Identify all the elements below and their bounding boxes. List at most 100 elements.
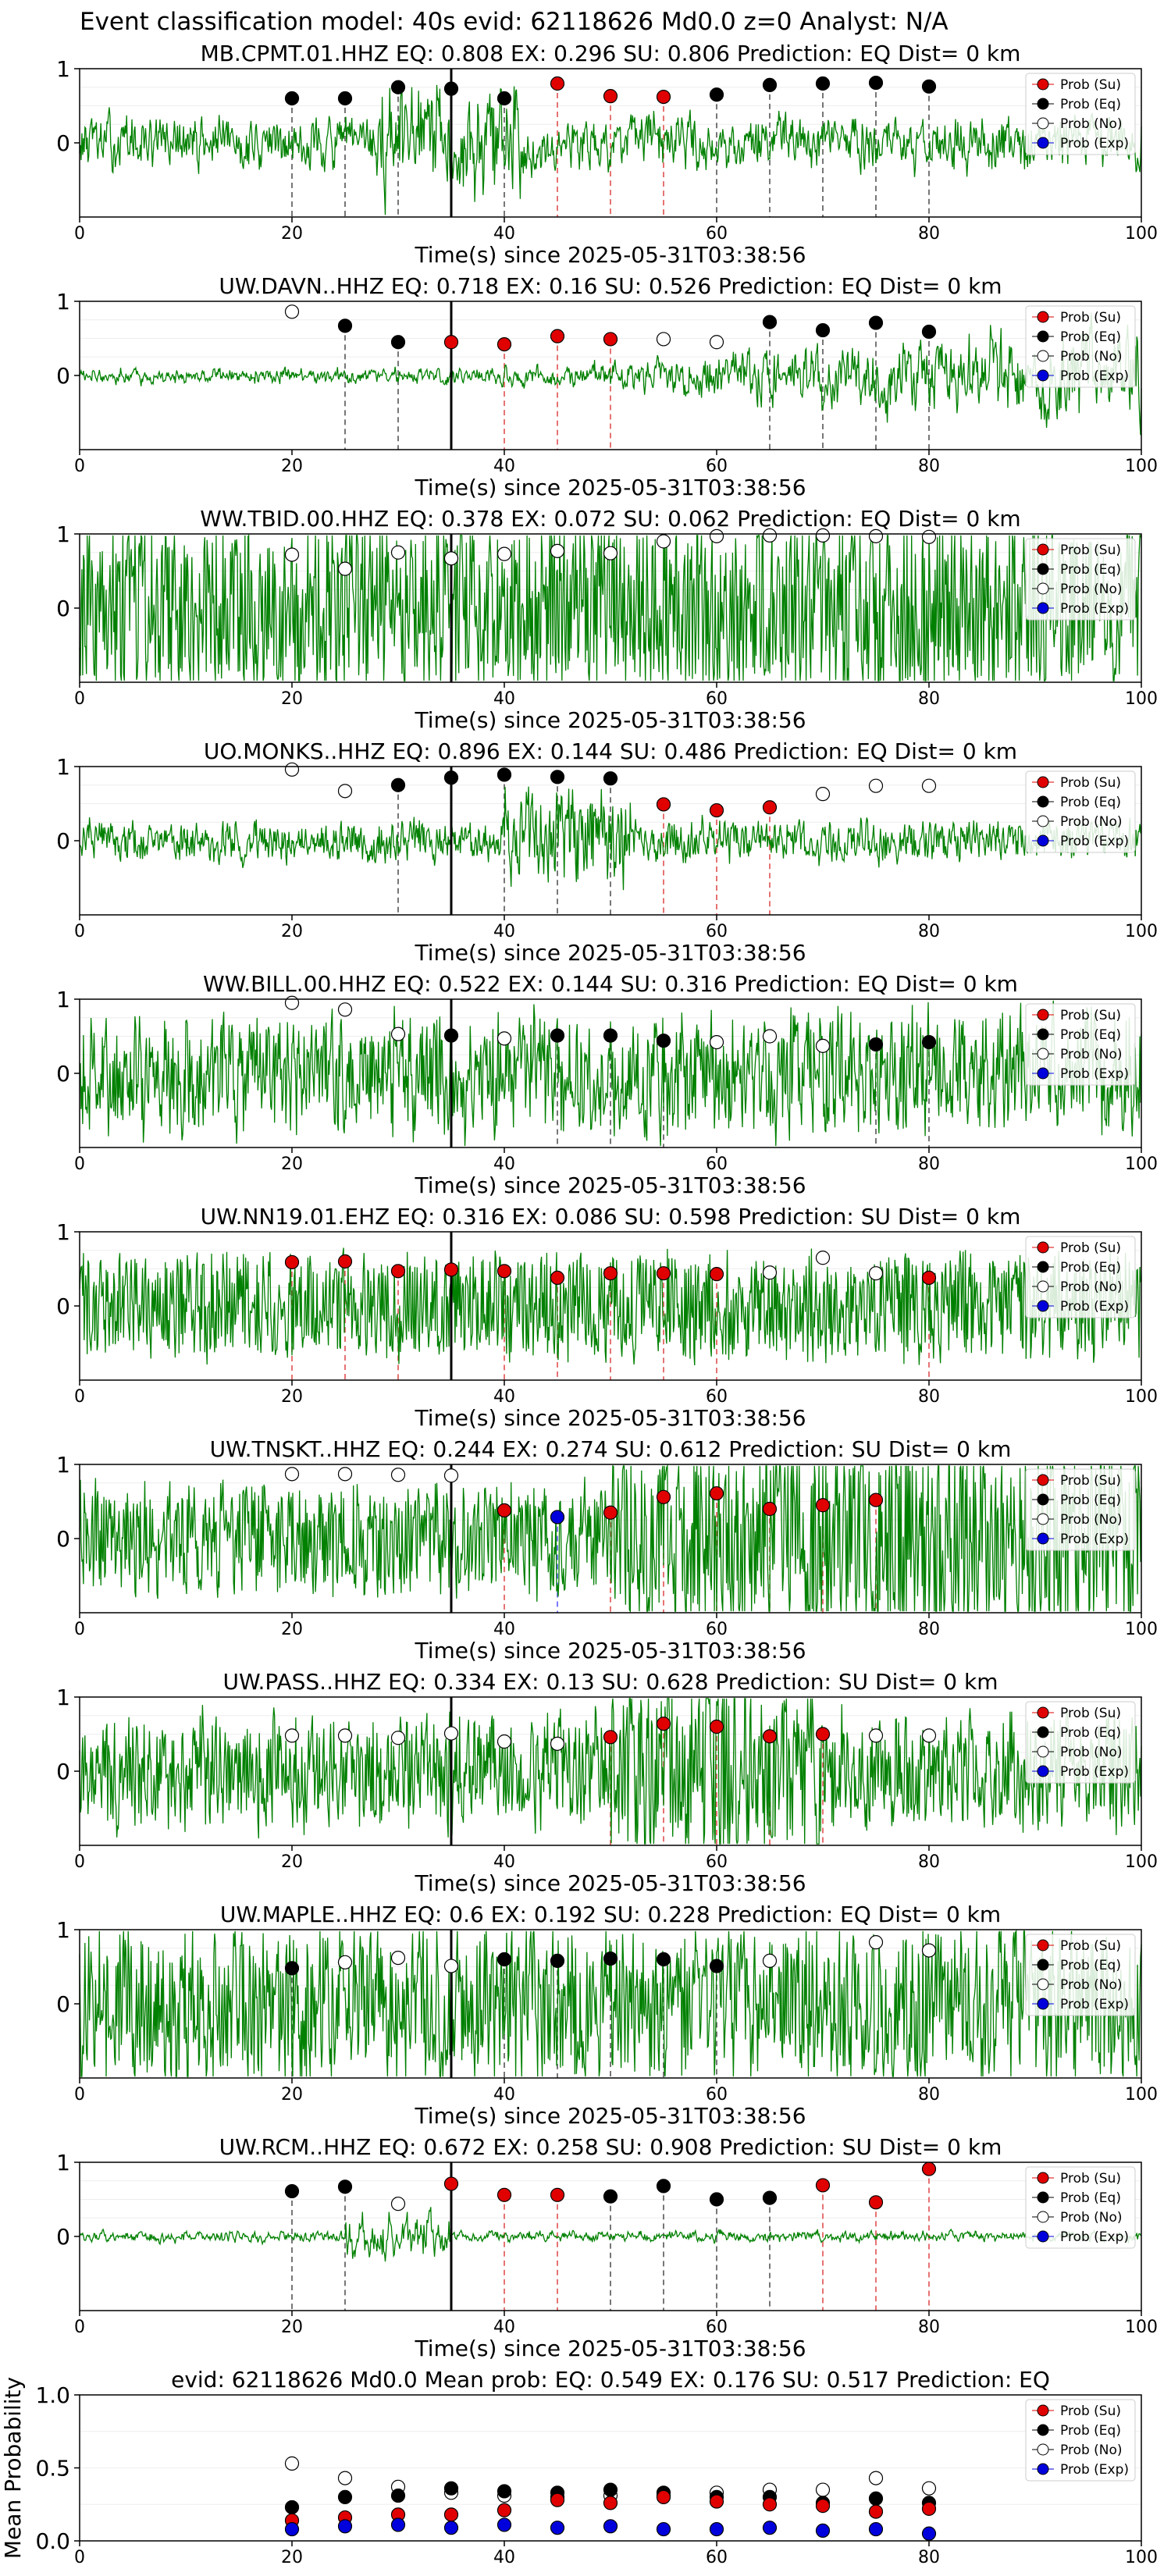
prob-marker-no: [443, 1959, 459, 1973]
x-axis-label: Time(s) since 2025-05-31T03:38:56: [414, 1405, 806, 1431]
legend-marker-exp: [1037, 1300, 1049, 1312]
prob-marker-su: [497, 337, 512, 352]
prob-marker-no: [390, 1468, 406, 1482]
legend-marker-exp: [1037, 1998, 1049, 2010]
legend-marker-su: [1037, 1009, 1049, 1021]
legend-marker-exp: [1037, 1765, 1049, 1777]
panel-8: UW.MAPLE..HHZ EQ: 0.6 EX: 0.192 SU: 0.22…: [56, 1902, 1158, 2129]
y-tick-label: 0: [56, 1526, 70, 1552]
prob-marker-eq: [390, 80, 406, 94]
x-tick-label: 40: [493, 1155, 515, 1174]
legend-marker-su: [1037, 1474, 1049, 1486]
prob-marker-su: [709, 802, 724, 818]
y-tick-label: 0: [56, 1061, 70, 1087]
prob-marker-no: [284, 547, 300, 562]
legend-marker-su: [1037, 78, 1049, 91]
legend-label-eq: Prob (Eq): [1060, 1260, 1121, 1276]
x-tick-label: 60: [706, 1852, 728, 1872]
prob-marker-eq: [603, 1951, 618, 1966]
prob-marker-eq: [497, 1952, 512, 1967]
prob-marker-su: [603, 89, 618, 104]
prob-marker-eq: [603, 771, 618, 786]
prob-marker-no: [815, 787, 831, 802]
prob-marker-su: [337, 1254, 353, 1269]
prob-marker-eq: [921, 79, 937, 94]
x-tick-label: 80: [918, 1155, 940, 1174]
legend-marker-exp: [1037, 1532, 1049, 1545]
x-tick-label: 20: [281, 689, 303, 709]
prob-marker-no: [709, 335, 724, 350]
prob-marker-no: [337, 784, 353, 799]
legend-label-eq: Prob (Eq): [1060, 2190, 1121, 2206]
legend-marker-no: [1037, 1978, 1049, 1991]
legend-label-exp: Prob (Exp): [1060, 1997, 1129, 2012]
legend-label-no: Prob (No): [1060, 1745, 1123, 1760]
x-tick-label: 60: [706, 2548, 728, 2567]
panel-title: UW.MAPLE..HHZ EQ: 0.6 EX: 0.192 SU: 0.22…: [220, 1902, 1001, 1927]
mean-marker-exp: [603, 2519, 618, 2534]
legend-label-su: Prob (Su): [1060, 775, 1121, 791]
prob-marker-su: [550, 329, 565, 343]
x-tick-label: 40: [493, 2548, 515, 2567]
legend: Prob (Su) Prob (Eq) Prob (No) Prob (Exp): [1025, 73, 1136, 155]
prob-marker-su: [550, 1270, 565, 1286]
seismogram-trace: [79, 1464, 1142, 1614]
mean-panel-title: evid: 62118626 Md0.0 Mean prob: EQ: 0.54…: [171, 2367, 1050, 2393]
mean-marker-su: [815, 2499, 831, 2514]
mean-marker-su: [443, 2507, 459, 2522]
mean-marker-exp: [762, 2521, 778, 2535]
prob-marker-su: [709, 1267, 724, 1282]
x-tick-label: 80: [918, 2085, 940, 2105]
legend-label-eq: Prob (Eq): [1060, 1725, 1121, 1741]
mean-marker-exp: [868, 2521, 884, 2537]
legend-marker-eq: [1037, 1028, 1049, 1041]
mean-marker-su: [762, 2497, 778, 2512]
x-tick-label: 0: [74, 1852, 85, 1872]
legend-label-exp: Prob (Exp): [1060, 601, 1129, 617]
prob-marker-no: [284, 1467, 300, 1482]
mean-marker-eq: [337, 2489, 353, 2504]
prob-marker-su: [709, 1485, 724, 1501]
legend-label-su: Prob (Su): [1060, 1706, 1121, 1721]
x-tick-label: 60: [706, 224, 728, 244]
legend-marker-eq: [1037, 2191, 1049, 2204]
x-tick-label: 60: [706, 922, 728, 941]
mean-marker-su: [868, 2504, 884, 2519]
legend-marker-su: [1037, 311, 1049, 323]
y-tick-label: 0: [56, 1759, 70, 1784]
mean-marker-exp: [815, 2523, 831, 2539]
prob-marker-no: [390, 2197, 406, 2211]
mean-marker-no: [921, 2481, 937, 2496]
legend-frame: [1025, 1468, 1136, 1551]
prob-marker-no: [337, 1955, 353, 1969]
legend-label-eq: Prob (Eq): [1060, 795, 1121, 810]
prob-marker-no: [815, 1038, 831, 1053]
legend-marker-eq: [1037, 330, 1049, 343]
prob-marker-eq: [337, 318, 353, 333]
mean-marker-exp: [921, 2526, 937, 2541]
legend-marker-no: [1037, 582, 1049, 595]
x-tick-label: 20: [281, 457, 303, 476]
mean-marker-su: [709, 2494, 724, 2509]
y-axis-label: Mean Probability: [0, 2377, 26, 2559]
prob-marker-no: [868, 528, 884, 543]
prob-marker-su: [656, 1266, 671, 1281]
prob-marker-no: [284, 1728, 300, 1743]
prob-marker-eq: [603, 2189, 618, 2204]
x-axis-label: Time(s) since 2025-05-31T03:38:56: [414, 2336, 806, 2361]
prob-marker-su: [443, 1262, 459, 1277]
x-tick-label: 100: [1125, 224, 1158, 244]
prob-marker-eq: [337, 2179, 353, 2194]
legend-marker-exp: [1037, 2230, 1049, 2243]
legend-marker-eq: [1037, 1261, 1049, 1273]
panel-title: UW.PASS..HHZ EQ: 0.334 EX: 0.13 SU: 0.62…: [223, 1669, 998, 1695]
legend-marker-no: [1037, 1513, 1049, 1525]
legend-label-exp: Prob (Exp): [1060, 136, 1129, 151]
mean-marker-exp: [656, 2521, 671, 2537]
x-tick-label: 20: [281, 1387, 303, 1407]
prob-marker-no: [815, 1251, 831, 1265]
mean-marker-eq: [868, 2491, 884, 2506]
seismogram-trace: [79, 312, 1142, 436]
legend-label-eq: Prob (Eq): [1060, 97, 1121, 112]
x-tick-label: 80: [918, 1387, 940, 1407]
